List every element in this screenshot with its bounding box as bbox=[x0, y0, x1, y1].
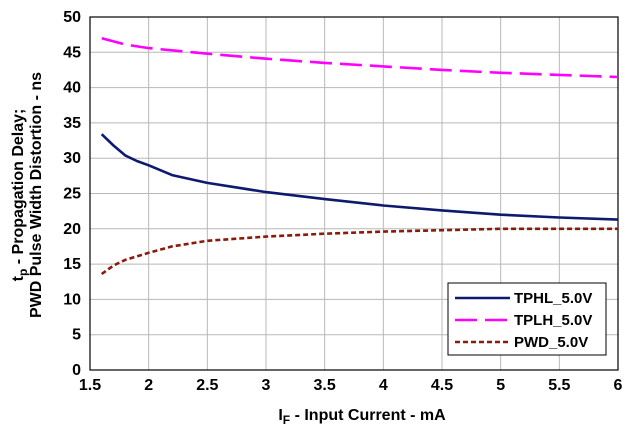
series-line-tplh-5-0v bbox=[101, 36, 619, 79]
y-axis-title-main: t bbox=[10, 275, 27, 281]
legend-label: TPHL_5.0V bbox=[514, 290, 592, 307]
x-axis-title-subscript: F bbox=[283, 413, 290, 427]
y-tick-label: 15 bbox=[63, 256, 81, 273]
y-tick-label: 0 bbox=[72, 362, 81, 379]
x-tick-label: 5 bbox=[496, 377, 505, 394]
x-axis-ticks: 1.5 2 2.5 3 3.5 4 4.5 5 5.5 6 bbox=[79, 377, 623, 394]
y-tick-label: 10 bbox=[63, 291, 81, 308]
y-axis-title-line1: tp - Propagation Delay; bbox=[10, 109, 30, 282]
y-tick-label: 50 bbox=[63, 9, 81, 26]
x-axis-title-main: I bbox=[278, 407, 282, 424]
x-tick-label: 3.5 bbox=[314, 377, 336, 394]
legend-label: TPLH_5.0V bbox=[514, 312, 592, 329]
y-tick-label: 25 bbox=[63, 186, 81, 203]
y-tick-label: 5 bbox=[72, 327, 81, 344]
y-tick-label: 30 bbox=[63, 150, 81, 167]
x-tick-label: 2.5 bbox=[196, 377, 218, 394]
x-tick-label: 6 bbox=[614, 377, 623, 394]
plot-area-frame bbox=[89, 16, 619, 371]
x-axis-title-rest: - Input Current - mA bbox=[290, 407, 446, 424]
y-tick-label: 45 bbox=[63, 44, 81, 61]
x-tick-label: 4.5 bbox=[431, 377, 453, 394]
x-tick-label: 1.5 bbox=[79, 377, 101, 394]
series-line-pwd-5-0v bbox=[100, 227, 618, 276]
legend: TPHL_5.0V TPLH_5.0V PWD_5.0V bbox=[447, 282, 607, 356]
x-tick-label: 3 bbox=[262, 377, 271, 394]
x-tick-label: 4 bbox=[379, 377, 388, 394]
y-tick-label: 20 bbox=[63, 221, 81, 238]
x-axis-title: IF - Input Current - mA bbox=[278, 407, 446, 427]
y-axis-title-subscript: p bbox=[16, 269, 30, 276]
series-line-tphl-5-0v bbox=[100, 133, 619, 221]
y-axis-ticks: 0 5 10 15 20 25 30 35 40 45 50 bbox=[63, 9, 81, 379]
x-tick-label: 2 bbox=[144, 377, 153, 394]
legend-label: PWD_5.0V bbox=[514, 334, 588, 351]
y-axis-title-rest: - Propagation Delay; bbox=[10, 109, 27, 269]
x-tick-label: 5.5 bbox=[548, 377, 570, 394]
y-tick-label: 35 bbox=[63, 115, 81, 132]
y-axis-title-line2: PWD Pulse Width Distortion - ns bbox=[28, 72, 45, 318]
y-tick-label: 40 bbox=[63, 80, 81, 97]
data-series bbox=[100, 36, 619, 276]
